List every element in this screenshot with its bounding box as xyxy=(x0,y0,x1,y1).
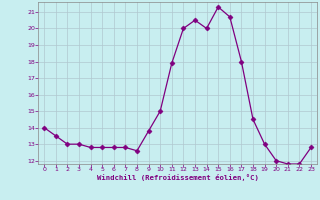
X-axis label: Windchill (Refroidissement éolien,°C): Windchill (Refroidissement éolien,°C) xyxy=(97,174,259,181)
